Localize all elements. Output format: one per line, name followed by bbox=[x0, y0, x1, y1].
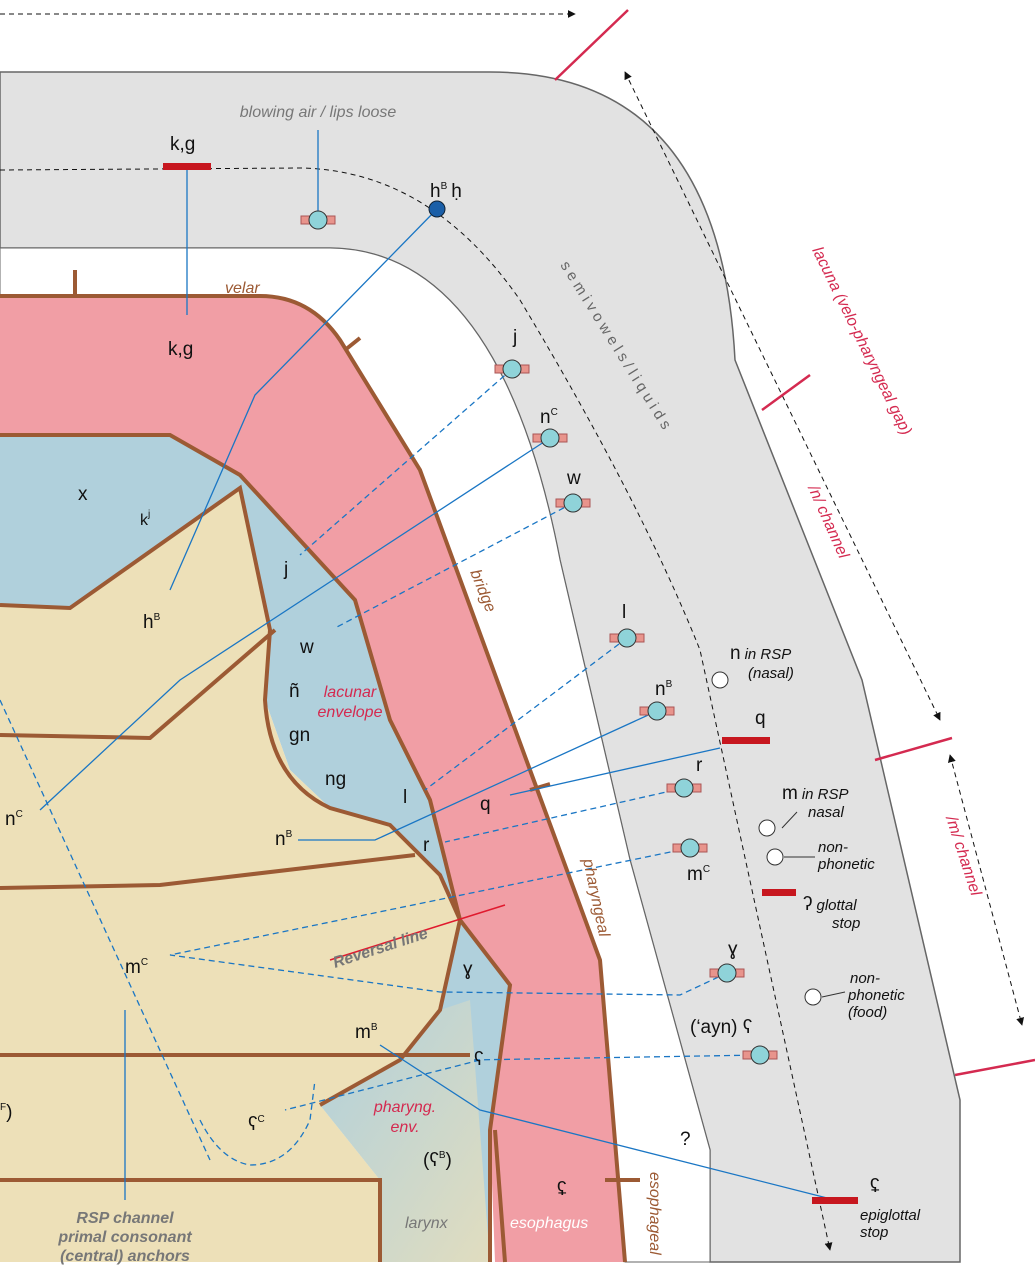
label: /m/ channel bbox=[942, 813, 984, 898]
text-part: C bbox=[16, 809, 23, 820]
text-part: primal consonant bbox=[57, 1229, 192, 1246]
text-part: (central) anchors bbox=[60, 1248, 190, 1265]
symbol: j bbox=[283, 559, 288, 580]
label: esophagus bbox=[510, 1215, 588, 1232]
symbol: r bbox=[423, 835, 430, 856]
symbol: k,g bbox=[170, 134, 195, 155]
text-part: in RSP bbox=[745, 646, 792, 663]
text-part: C bbox=[141, 957, 148, 968]
text-part: m bbox=[355, 1022, 371, 1043]
symbol: l bbox=[622, 602, 626, 623]
text-part: B bbox=[286, 829, 293, 840]
text-part: m bbox=[125, 957, 141, 978]
text-part: glottal bbox=[817, 897, 858, 914]
text-part: pharyng. bbox=[373, 1099, 436, 1116]
text-part: n bbox=[655, 679, 666, 700]
symbol: ñ bbox=[289, 681, 300, 702]
text-part: epiglottal bbox=[860, 1207, 921, 1224]
symbol: (ʕB) bbox=[423, 1150, 452, 1171]
text-part: stop bbox=[860, 1224, 888, 1241]
label: ? bbox=[680, 1129, 691, 1150]
text-part: in RSP bbox=[802, 786, 849, 803]
text-part: non- bbox=[818, 839, 848, 856]
text-part: (ʕ bbox=[423, 1150, 439, 1171]
text-part: stop bbox=[832, 915, 860, 932]
text-part: m bbox=[687, 864, 703, 885]
text-part: RSP channel bbox=[76, 1210, 174, 1227]
label: blowing air / lips loose bbox=[240, 104, 397, 121]
symbol: ng bbox=[325, 769, 346, 790]
text-part: ʢ bbox=[870, 1176, 880, 1197]
text-part: ʕ bbox=[248, 1114, 258, 1135]
text-part: ḥ bbox=[451, 181, 462, 202]
label: velar bbox=[225, 280, 260, 297]
text-part: nasal bbox=[808, 804, 845, 821]
label: esophageal bbox=[646, 1172, 663, 1255]
background-shapes bbox=[0, 10, 1035, 1262]
symbol: k,g bbox=[168, 339, 193, 360]
text-part: n bbox=[5, 809, 16, 830]
text-part: lacunar bbox=[324, 684, 377, 701]
text-part: C bbox=[551, 407, 558, 418]
text-part: h bbox=[430, 181, 441, 202]
symbol: q bbox=[480, 794, 491, 815]
symbol: x bbox=[78, 484, 88, 505]
rsp-label: q bbox=[755, 708, 766, 729]
text-part: C bbox=[258, 1114, 265, 1125]
symbol: (‘ayn) ʕ bbox=[690, 1017, 752, 1038]
symbol: ɣ bbox=[463, 959, 473, 980]
symbol: j bbox=[512, 327, 517, 348]
symbol: l bbox=[403, 787, 407, 808]
text-part: n bbox=[540, 407, 551, 428]
symbol: gn bbox=[289, 725, 310, 746]
symbol: r bbox=[696, 755, 703, 776]
diagram: velar bridge pharyngeal esophageal laryn… bbox=[0, 0, 1035, 1279]
symbol: w bbox=[299, 637, 314, 658]
symbol: ʢ bbox=[557, 1179, 567, 1200]
text-part: B bbox=[666, 679, 673, 690]
text-part: n bbox=[275, 829, 286, 850]
text-part: n bbox=[730, 643, 741, 664]
text-part: non- bbox=[850, 970, 880, 987]
text-part: m bbox=[782, 783, 798, 804]
text-part: B bbox=[371, 1022, 378, 1033]
text-part: (food) bbox=[848, 1004, 887, 1021]
text-part: (nasal) bbox=[748, 665, 794, 682]
symbol: w bbox=[566, 468, 581, 489]
label: RSP channel primal consonant (central) anc… bbox=[57, 1210, 192, 1265]
symbol: ɣ bbox=[728, 939, 738, 960]
label: lacuna (velo-pharyngeal gap) bbox=[808, 244, 914, 438]
text-part: ʔ bbox=[803, 894, 813, 915]
text-part: ) bbox=[6, 1102, 12, 1123]
text-part: phonetic bbox=[817, 856, 875, 873]
label: larynx bbox=[405, 1215, 449, 1232]
text-part: h bbox=[143, 612, 154, 633]
text-part: B bbox=[154, 612, 161, 623]
text-part: B bbox=[441, 181, 448, 192]
text-part: C bbox=[703, 864, 710, 875]
text-part: envelope bbox=[318, 704, 383, 721]
text-part: env. bbox=[390, 1119, 419, 1136]
text-part: phonetic bbox=[847, 987, 905, 1004]
text-part: ) bbox=[446, 1150, 452, 1171]
symbol: ʕ bbox=[474, 1049, 484, 1070]
text-part: j bbox=[147, 509, 150, 520]
label: /n/ channel bbox=[804, 482, 852, 562]
